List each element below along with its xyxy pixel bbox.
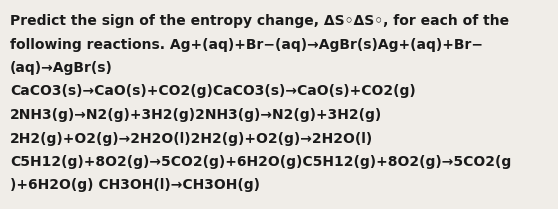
Text: CaCO3(s)→CaO(s)+CO2(g)CaCO3(s)→CaO(s)+CO2(g): CaCO3(s)→CaO(s)+CO2(g)CaCO3(s)→CaO(s)+CO… [10, 84, 416, 98]
Text: )+6H2O(g) CH3OH(l)→CH3OH(g): )+6H2O(g) CH3OH(l)→CH3OH(g) [10, 178, 260, 192]
Text: following reactions. Ag+(aq)+Br−(aq)→AgBr(s)Ag+(aq)+Br−: following reactions. Ag+(aq)+Br−(aq)→AgB… [10, 37, 483, 51]
Text: 2NH3(g)→N2(g)+3H2(g)2NH3(g)→N2(g)+3H2(g): 2NH3(g)→N2(g)+3H2(g)2NH3(g)→N2(g)+3H2(g) [10, 108, 382, 122]
Text: C5H12(g)+8O2(g)→5CO2(g)+6H2O(g)C5H12(g)+8O2(g)→5CO2(g: C5H12(g)+8O2(g)→5CO2(g)+6H2O(g)C5H12(g)+… [10, 155, 511, 169]
Text: 2H2(g)+O2(g)→2H2O(l)2H2(g)+O2(g)→2H2O(l): 2H2(g)+O2(g)→2H2O(l)2H2(g)+O2(g)→2H2O(l) [10, 131, 373, 145]
Text: Predict the sign of the entropy change, ΔS◦ΔS◦, for each of the: Predict the sign of the entropy change, … [10, 14, 509, 28]
Text: (aq)→AgBr(s): (aq)→AgBr(s) [10, 61, 113, 75]
